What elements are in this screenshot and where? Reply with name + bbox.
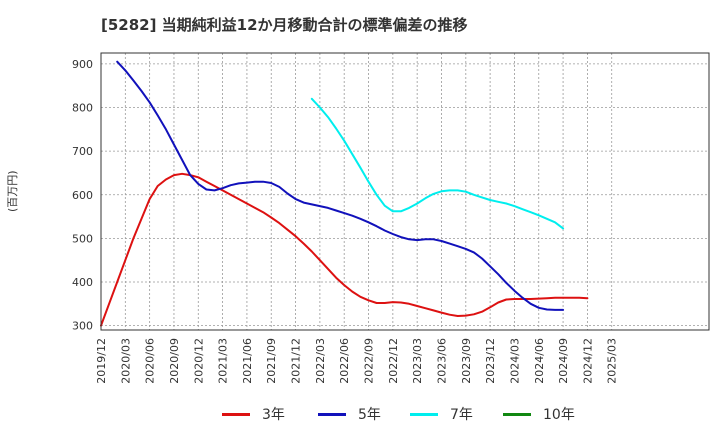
grid-lines bbox=[100, 53, 709, 330]
x-tick-label: 2023/09 bbox=[460, 338, 473, 384]
y-tick-label: 400 bbox=[72, 276, 93, 289]
legend-label-10y: 10年 bbox=[543, 407, 575, 423]
chart-title: [5282] 当期純利益12か月移動合計の標準偏差の推移 bbox=[101, 16, 468, 34]
x-tick-label: 2021/06 bbox=[241, 338, 254, 384]
legend-swatch-3y bbox=[222, 412, 250, 416]
plot-frame bbox=[100, 52, 710, 331]
series-line-0 bbox=[100, 172, 589, 327]
x-tick-label: 2024/06 bbox=[533, 338, 546, 384]
legend-item-5y: 5年 bbox=[318, 404, 381, 424]
y-tick-label: 700 bbox=[72, 145, 93, 158]
x-tick-label: 2023/12 bbox=[484, 338, 497, 384]
legend-item-3y: 3年 bbox=[222, 404, 285, 424]
x-tick-label: 2020/06 bbox=[144, 338, 157, 384]
x-tick-label: 2024/03 bbox=[508, 338, 521, 384]
series-line-1 bbox=[116, 60, 565, 311]
x-tick-label: 2024/12 bbox=[581, 338, 594, 384]
x-tick-label: 2022/03 bbox=[314, 338, 327, 384]
legend-swatch-7y bbox=[410, 412, 438, 416]
y-tick-label: 800 bbox=[72, 102, 93, 115]
x-tick-label: 2021/03 bbox=[217, 338, 230, 384]
y-tick-label: 300 bbox=[72, 320, 93, 333]
y-tick-label: 600 bbox=[72, 189, 93, 202]
x-tick-label: 2023/06 bbox=[435, 338, 448, 384]
y-tick-labels: 300 400 500 600 700 800 900 bbox=[72, 58, 93, 333]
legend-label-5y: 5年 bbox=[358, 407, 381, 423]
x-tick-label: 2020/09 bbox=[168, 338, 181, 384]
x-tick-label: 2025/03 bbox=[606, 338, 619, 384]
axes bbox=[100, 52, 710, 331]
x-tick-label: 2022/09 bbox=[363, 338, 376, 384]
legend: 3年 5年 7年 10年 bbox=[0, 404, 720, 424]
legend-label-3y: 3年 bbox=[262, 407, 285, 423]
legend-item-10y: 10年 bbox=[503, 404, 575, 424]
y-tick-label: 900 bbox=[72, 58, 93, 71]
x-tick-label: 2020/12 bbox=[192, 338, 205, 384]
x-tick-label: 2020/03 bbox=[119, 338, 132, 384]
series-line-2 bbox=[310, 97, 565, 230]
x-tick-label: 2023/03 bbox=[411, 338, 424, 384]
x-tick-label: 2022/06 bbox=[338, 338, 351, 384]
x-tick-label: 2022/12 bbox=[387, 338, 400, 384]
x-tick-label: 2021/12 bbox=[290, 338, 303, 384]
x-tick-label: 2019/12 bbox=[95, 338, 108, 384]
x-tick-labels: 2019/12 2020/03 2020/06 2020/09 2020/12 2021/… bbox=[95, 338, 619, 384]
y-tick-label: 500 bbox=[72, 232, 93, 245]
x-tick-label: 2024/09 bbox=[557, 338, 570, 384]
series-lines bbox=[100, 60, 589, 327]
legend-swatch-10y bbox=[503, 412, 531, 416]
legend-item-7y: 7年 bbox=[410, 404, 473, 424]
legend-label-7y: 7年 bbox=[450, 407, 473, 423]
x-tick-label: 2021/09 bbox=[265, 338, 278, 384]
legend-swatch-5y bbox=[318, 412, 346, 416]
